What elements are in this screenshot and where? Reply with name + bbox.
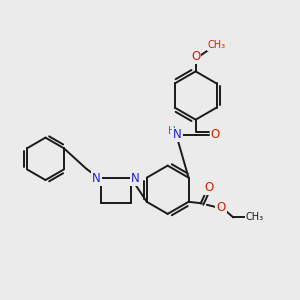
Text: H: H xyxy=(168,126,176,136)
Text: O: O xyxy=(211,128,220,142)
Text: CH₃: CH₃ xyxy=(245,212,264,222)
Text: O: O xyxy=(191,50,200,63)
Text: N: N xyxy=(131,172,140,185)
Text: N: N xyxy=(92,172,101,185)
Text: CH₃: CH₃ xyxy=(208,40,226,50)
Text: O: O xyxy=(204,182,213,194)
Text: N: N xyxy=(173,128,182,142)
Text: O: O xyxy=(216,201,226,214)
